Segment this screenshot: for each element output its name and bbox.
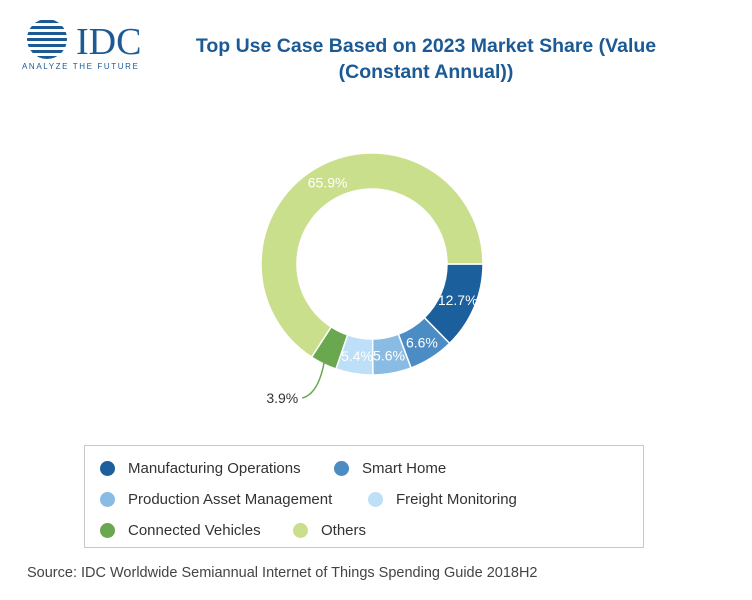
legend-item-manufacturing-operations: Manufacturing Operations — [100, 460, 301, 477]
legend-label: Manufacturing Operations — [128, 460, 301, 477]
source-note: Source: IDC Worldwide Semiannual Interne… — [27, 565, 538, 581]
legend-label: Freight Monitoring — [396, 491, 517, 508]
legend-item-connected-vehicles: Connected Vehicles — [100, 522, 261, 539]
data-label-manufacturing-operations: 12.7% — [438, 292, 478, 308]
legend-swatch — [293, 523, 308, 538]
data-label-others: 65.9% — [308, 174, 348, 190]
legend-swatch — [100, 523, 115, 538]
legend-item-smart-home: Smart Home — [334, 460, 446, 477]
idc-logo: IDC ANALYZE THE FUTURE — [20, 18, 165, 74]
legend-label: Smart Home — [362, 460, 447, 477]
data-label-smart-home: 6.6% — [406, 334, 438, 350]
legend-item-production-asset-management: Production Asset Management — [100, 491, 332, 508]
logo-text: IDC — [76, 21, 141, 63]
data-label-freight-monitoring: 5.4% — [341, 348, 373, 364]
data-label-production-asset-management: 5.6% — [373, 347, 405, 363]
legend-swatch — [100, 492, 115, 507]
globe-icon — [27, 20, 67, 59]
legend-swatch — [334, 461, 349, 476]
chart-legend: Manufacturing Operations Smart Home Prod… — [84, 445, 644, 548]
chart-title: Top Use Case Based on 2023 Market Share … — [195, 35, 657, 83]
legend-swatch — [100, 461, 115, 476]
legend-label: Connected Vehicles — [128, 522, 261, 539]
callout-line-connected-vehicles — [302, 361, 325, 399]
donut-slice-others — [260, 152, 484, 359]
data-label-connected-vehicles: 3.9% — [266, 390, 298, 406]
donut-chart: 12.7% 6.6%5.6%5.4% 65.9% 3.9% — [260, 152, 484, 406]
legend-label: Others — [321, 522, 367, 539]
logo-tagline: ANALYZE THE FUTURE — [22, 62, 139, 71]
legend-item-freight-monitoring: Freight Monitoring — [368, 491, 517, 508]
legend-label: Production Asset Management — [128, 491, 333, 508]
legend-swatch — [368, 492, 383, 507]
legend-item-others: Others — [293, 522, 366, 539]
